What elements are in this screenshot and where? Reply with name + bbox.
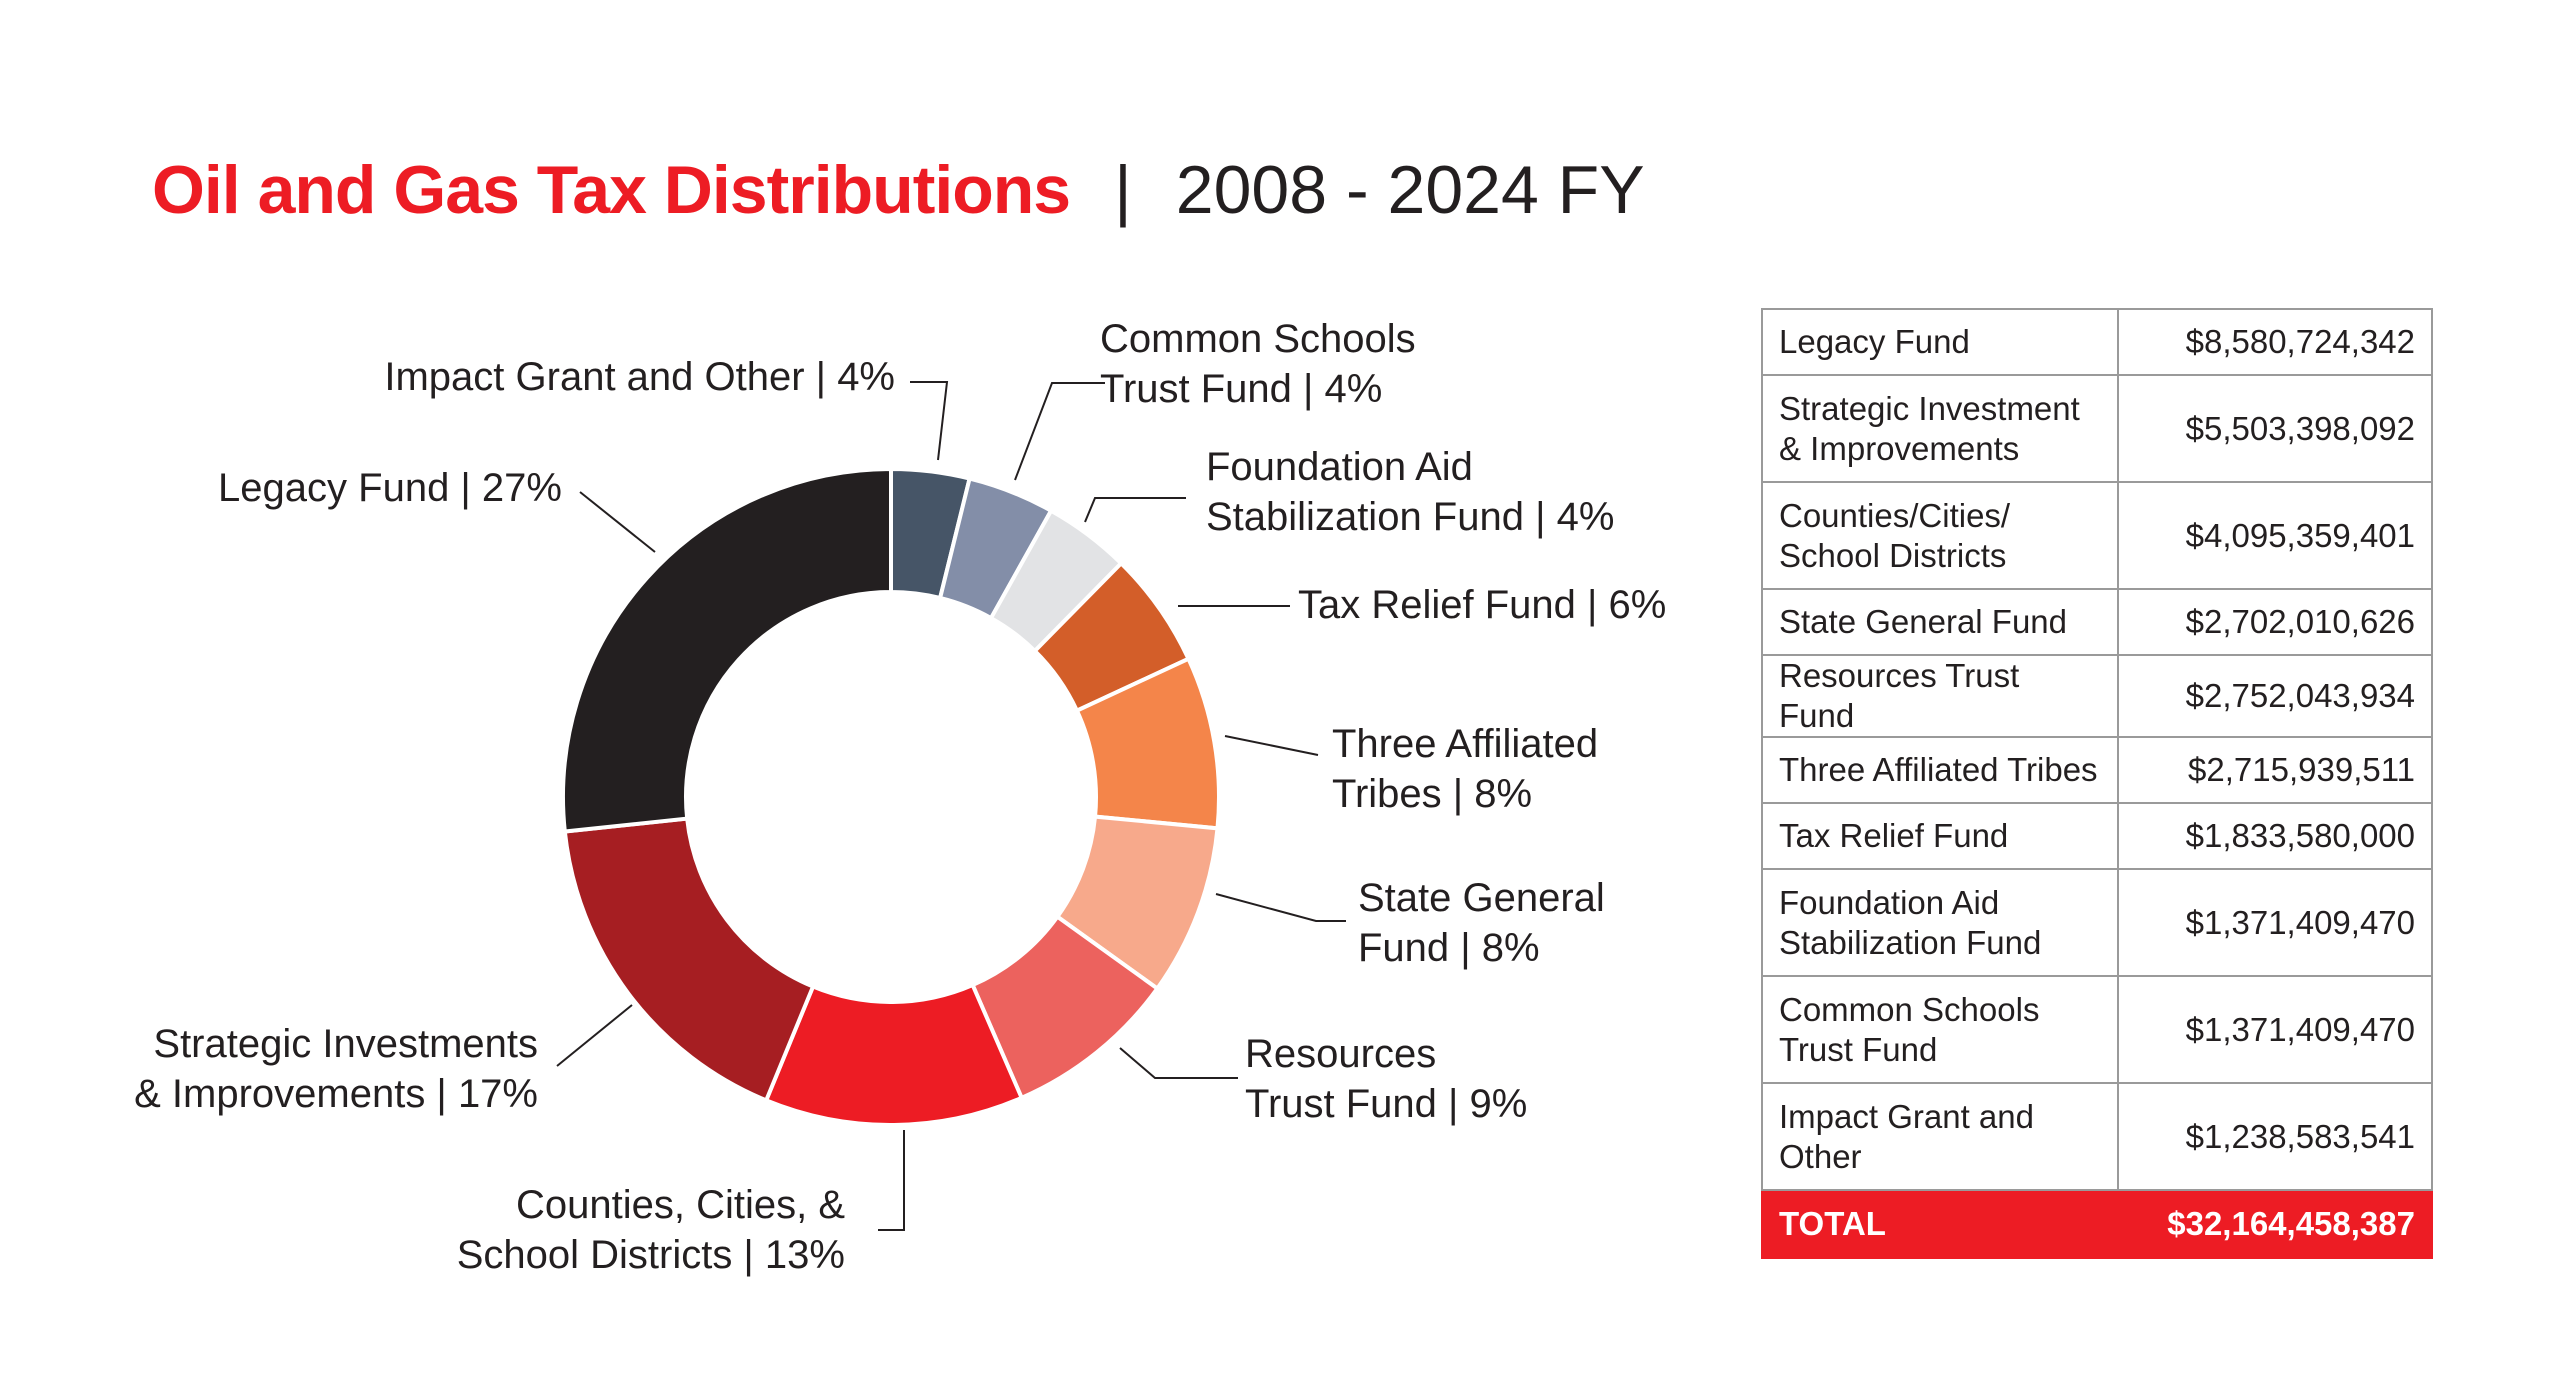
row-value: $1,238,583,541 [2117,1082,2433,1191]
table-row: Common Schools Trust Fund $1,371,409,470 [1761,975,2433,1084]
row-value: $2,715,939,511 [2117,736,2433,804]
title-separator: | [1114,152,1132,228]
row-name: Impact Grant and Other [1761,1082,2119,1191]
total-value: $32,164,458,387 [2117,1189,2433,1259]
table-row: Counties/Cities/School Districts $4,095,… [1761,481,2433,590]
leader-line-strategic [556,1004,633,1067]
table-row: Foundation Aid Stabilization Fund $1,371,… [1761,868,2433,977]
table-row: Strategic Investment & Improvements $5,50… [1761,374,2433,483]
row-name: Foundation Aid Stabilization Fund [1761,868,2119,977]
row-name: Common Schools Trust Fund [1761,975,2119,1084]
label-legacy: Legacy Fund | 27% [218,466,562,510]
row-value: $2,752,043,934 [2117,654,2433,738]
row-name: Legacy Fund [1761,308,2119,376]
leader-line-three-tribes [1224,735,1319,756]
label-counties: Counties, Cities, & School Districts | 1… [456,1183,845,1277]
leader-line-counties [878,1130,905,1231]
row-value: $1,833,580,000 [2117,802,2433,870]
row-name: Resources Trust Fund [1761,654,2119,738]
label-state-general: State General Fund | 8% [1358,876,1605,970]
label-strategic: Strategic Investments & Improvements | 1… [134,1022,538,1116]
label-resources: Resources Trust Fund | 9% [1245,1032,1528,1126]
row-value: $2,702,010,626 [2117,588,2433,656]
leader-line-foundation-aid [1084,497,1186,523]
leader-lines [556,381,1346,1231]
leader-line-common-schools [1014,382,1105,481]
label-common-schools: Common Schools Trust Fund | 4% [1100,317,1416,411]
title-period: 2008 - 2024 FY [1175,152,1645,228]
label-foundation-aid: Foundation Aid Stabilization Fund | 4% [1206,445,1615,539]
row-name: State General Fund [1761,588,2119,656]
table-row: Legacy Fund $8,580,724,342 [1761,308,2433,376]
distribution-table: Legacy Fund $8,580,724,342 Strategic Inv… [1761,308,2433,1259]
leader-line-resources [1119,1047,1238,1079]
row-name: Tax Relief Fund [1761,802,2119,870]
row-value: $4,095,359,401 [2117,481,2433,590]
row-name: Strategic Investment & Improvements [1761,374,2119,483]
leader-line-state-general [1215,893,1346,922]
label-tax-relief: Tax Relief Fund | 6% [1298,583,1667,627]
row-name: Three Affiliated Tribes [1761,736,2119,804]
title-main: Oil and Gas Tax Distributions [152,152,1071,228]
table-total-row: TOTAL $32,164,458,387 [1761,1189,2433,1259]
leader-line-legacy [579,491,656,553]
table-row: State General Fund $2,702,010,626 [1761,588,2433,656]
row-value: $8,580,724,342 [2117,308,2433,376]
label-impact-grant: Impact Grant and Other | 4% [384,355,895,399]
row-name: Counties/Cities/School Districts [1761,481,2119,590]
table-row: Impact Grant and Other $1,238,583,541 [1761,1082,2433,1191]
row-value: $1,371,409,470 [2117,868,2433,977]
leader-line-impact-grant [910,381,949,461]
donut-slices [561,466,1221,1127]
donut-chart [556,381,1346,1231]
table-row: Three Affiliated Tribes $2,715,939,511 [1761,736,2433,804]
row-value: $1,371,409,470 [2117,975,2433,1084]
label-three-tribes: Three Affiliated Tribes | 8% [1332,722,1599,816]
table-row: Tax Relief Fund $1,833,580,000 [1761,802,2433,870]
donut-slice-legacy-fund [561,466,893,834]
row-value: $5,503,398,092 [2117,374,2433,483]
donut-slice-strategic-investments-improvements [562,816,816,1103]
table-row: Resources Trust Fund $2,752,043,934 [1761,654,2433,738]
page-title: Oil and Gas Tax Distributions | 2008 - 202… [152,150,1645,230]
total-label: TOTAL [1761,1189,2119,1259]
